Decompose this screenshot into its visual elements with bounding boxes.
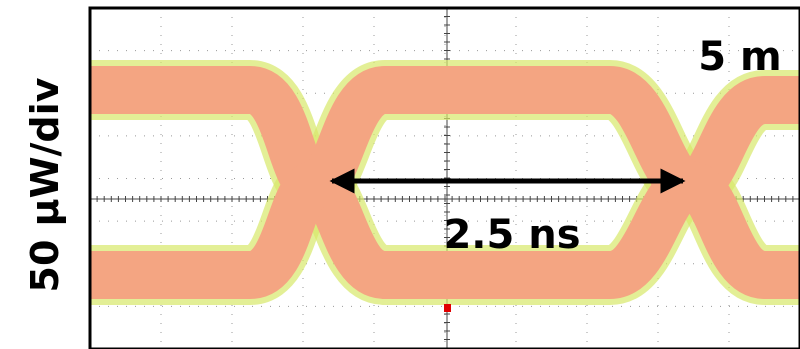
y-axis-label: 50 μW/div <box>23 77 67 292</box>
period-label: 2.5 ns <box>443 212 580 258</box>
eye-diagram-figure: 2.5 ns 5 m 50 μW/div <box>0 0 800 349</box>
trigger-marker <box>444 304 451 312</box>
length-label: 5 m <box>698 34 781 80</box>
